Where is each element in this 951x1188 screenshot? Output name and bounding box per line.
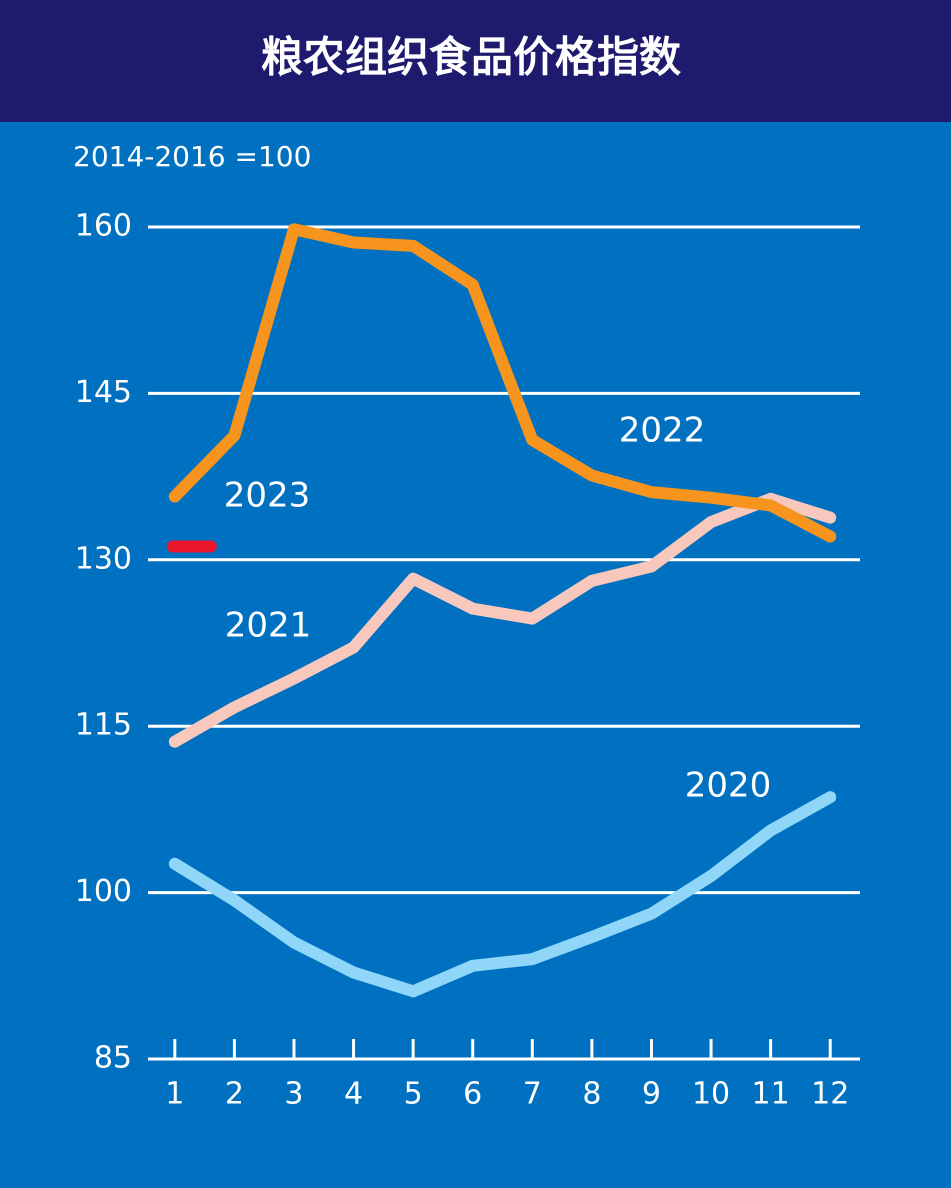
series-label: 2020 [685,766,772,806]
x-tick-label: 11 [752,1077,790,1112]
x-tick-label: 2 [225,1077,244,1112]
y-tick-label: 160 [75,209,132,244]
series-label: 2022 [619,411,706,451]
y-tick-label: 100 [75,874,132,909]
chart-title: 粮农组织食品价格指数 [261,33,681,82]
x-tick-label: 10 [692,1077,730,1112]
lines [166,223,837,998]
x-tick-label: 3 [284,1077,303,1112]
subtitle: 2014-2016 =100 [73,140,311,173]
title-bar [0,0,951,122]
series-line [168,223,837,543]
y-tick-label: 115 [75,708,132,743]
y-tick-label: 130 [75,541,132,576]
x-tick-label: 5 [404,1077,423,1112]
series-line [168,492,837,748]
x-tick-label: 9 [642,1077,661,1112]
x-tick-label: 1 [165,1077,184,1112]
y-tick-label: 85 [94,1041,132,1076]
x-tick-label: 6 [463,1077,482,1112]
x-tick-label: 4 [344,1077,363,1112]
x-tick-label: 8 [582,1077,601,1112]
grid [148,225,860,1061]
series-label: 2023 [224,476,311,516]
x-tick-label: 7 [523,1077,542,1112]
y-tick-label: 145 [75,375,132,410]
series-line [168,791,837,998]
x-tick-label: 12 [811,1077,849,1112]
series-label: 2021 [225,606,312,646]
